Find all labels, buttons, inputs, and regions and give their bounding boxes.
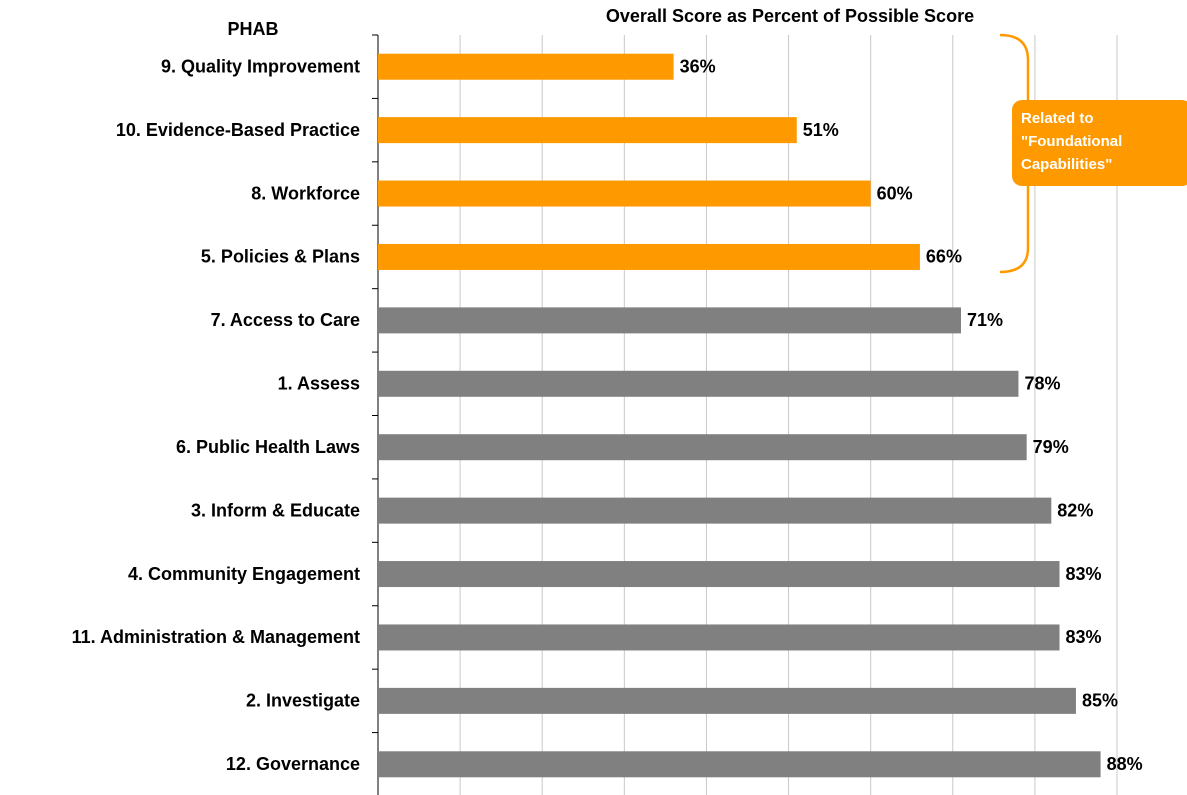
value-label: 82%: [1057, 500, 1093, 520]
bar: [378, 307, 961, 334]
category-label: 2. Investigate: [246, 691, 360, 711]
bar: [378, 117, 797, 144]
value-label: 60%: [877, 183, 913, 203]
category-label: 6. Public Health Laws: [176, 437, 360, 457]
value-label: 51%: [803, 120, 839, 140]
bar: [378, 497, 1052, 524]
category-label: 7. Access to Care: [211, 310, 360, 330]
bar: [378, 751, 1101, 778]
category-label: 5. Policies & Plans: [201, 247, 360, 267]
bar: [378, 243, 920, 270]
category-label: 1. Assess: [278, 374, 360, 394]
value-label: 83%: [1066, 564, 1102, 584]
category-label: 4. Community Engagement: [128, 564, 360, 584]
value-label: 36%: [680, 56, 716, 76]
value-label: 78%: [1024, 374, 1060, 394]
bar: [378, 624, 1060, 651]
value-label: 79%: [1033, 437, 1069, 457]
value-label: 66%: [926, 247, 962, 267]
bar: [378, 370, 1019, 397]
category-label: 12. Governance: [226, 754, 360, 774]
value-label: 83%: [1066, 627, 1102, 647]
annotation-text: Capabilities": [1021, 156, 1112, 173]
value-label: 85%: [1082, 691, 1118, 711]
category-label: 9. Quality Improvement: [161, 56, 360, 76]
annotation-text: Related to: [1021, 110, 1094, 127]
bar: [378, 53, 674, 80]
bar: [378, 561, 1060, 588]
category-label: 11. Administration & Management: [72, 627, 360, 647]
value-label: 88%: [1107, 754, 1143, 774]
y-axis-label: PHAB: [227, 19, 278, 39]
category-label: 3. Inform & Educate: [191, 500, 360, 520]
category-label: 8. Workforce: [251, 183, 360, 203]
annotation-text: "Foundational: [1021, 133, 1122, 150]
bar: [378, 434, 1027, 461]
value-label: 71%: [967, 310, 1003, 330]
bar: [378, 180, 871, 207]
category-label: 10. Evidence-Based Practice: [116, 120, 360, 140]
annotation-box: [1012, 100, 1187, 186]
bar: [378, 687, 1076, 714]
chart-title: Overall Score as Percent of Possible Sco…: [606, 6, 974, 26]
